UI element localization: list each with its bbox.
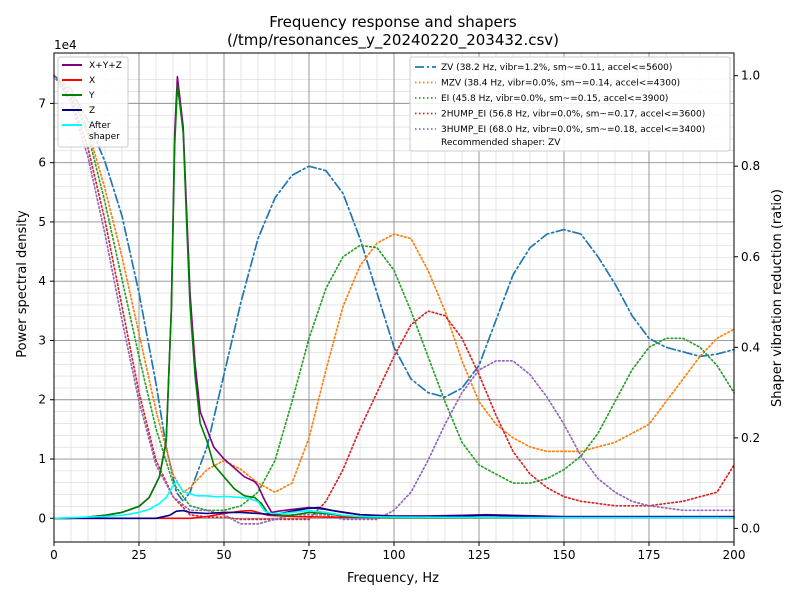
x-tick-label: 175 (638, 548, 661, 562)
axis-ticks: 0 25 50 75 100 125 150 175 200 0 1 2 3 4 5 6 7 0.0 0.2 0.4 0… (38, 69, 760, 562)
y-right-tick-label: 0.0 (741, 521, 760, 535)
shaper-legend-label: EI (45.8 Hz, vibr=0.0%, sm~=0.15, accel<… (441, 94, 668, 104)
y-left-tick-label: 7 (38, 96, 46, 110)
shaper-line-mzv (53, 74, 735, 494)
x-tick-label: 0 (50, 548, 58, 562)
psd-legend-label: Z (89, 106, 95, 116)
y-left-tick-label: 5 (38, 215, 46, 229)
x-tick-label: 75 (301, 548, 316, 562)
shaper-legend-label: ZV (38.2 Hz, vibr=1.2%, sm~=0.11, accel<… (441, 63, 672, 73)
x-tick-label: 100 (383, 548, 406, 562)
shaper-legend-label: 2HUMP_EI (56.8 Hz, vibr=0.0%, sm~=0.17, … (441, 110, 705, 120)
shaper-line-ei (53, 74, 735, 512)
series-lines (53, 74, 735, 525)
psd-legend-label: shaper (89, 132, 120, 142)
recommended-shaper-text: Recommended shaper: ZV (441, 138, 561, 148)
psd-line-after-shaper (53, 480, 735, 520)
x-axis-label: Frequency, Hz (347, 571, 439, 586)
shaper-line-3hump_ei (53, 74, 735, 525)
y-left-axis-label: Power spectral density (15, 210, 30, 358)
psd-legend-label: After (89, 121, 111, 131)
x-tick-label: 200 (723, 548, 746, 562)
shaper-legend: ZV (38.2 Hz, vibr=1.2%, sm~=0.11, accel<… (409, 56, 731, 152)
shaper-line-2hump_ei (53, 74, 735, 521)
chart-subtitle: (/tmp/resonances_y_20240220_203432.csv) (227, 31, 559, 50)
x-tick-label: 125 (468, 548, 491, 562)
x-tick-label: 150 (553, 548, 576, 562)
psd-legend-label: Y (88, 91, 95, 101)
psd-legend-label: X+Y+Z (89, 61, 122, 71)
y-right-axis-label: Shaper vibration reduction (ratio) (770, 189, 785, 407)
y-right-tick-label: 0.6 (741, 250, 760, 264)
y-left-multiplier: 1e4 (54, 38, 77, 52)
psd-legend-label: X (89, 76, 95, 86)
x-tick-label: 25 (131, 548, 146, 562)
y-right-tick-label: 0.2 (741, 431, 760, 445)
shaper-legend-box (409, 56, 731, 152)
chart-title: Frequency response and shapers (269, 13, 517, 31)
y-left-tick-label: 1 (38, 452, 46, 466)
psd-line-y (53, 84, 735, 520)
shaper-legend-label: MZV (38.4 Hz, vibr=0.0%, sm~=0.14, accel… (441, 79, 680, 89)
y-right-tick-label: 1.0 (741, 69, 760, 83)
psd-line-x (53, 509, 735, 520)
y-right-tick-label: 0.4 (741, 340, 760, 354)
y-right-tick-label: 0.8 (741, 159, 760, 173)
y-left-tick-label: 4 (38, 274, 46, 288)
plot-frame (53, 52, 735, 543)
psd-line-z (53, 506, 735, 520)
y-left-tick-label: 6 (38, 156, 46, 170)
shaper-legend-label: 3HUMP_EI (68.0 Hz, vibr=0.0%, sm~=0.18, … (441, 125, 705, 135)
y-left-tick-label: 0 (38, 511, 46, 525)
x-tick-label: 50 (216, 548, 231, 562)
y-left-tick-label: 3 (38, 333, 46, 347)
y-left-tick-label: 2 (38, 393, 46, 407)
